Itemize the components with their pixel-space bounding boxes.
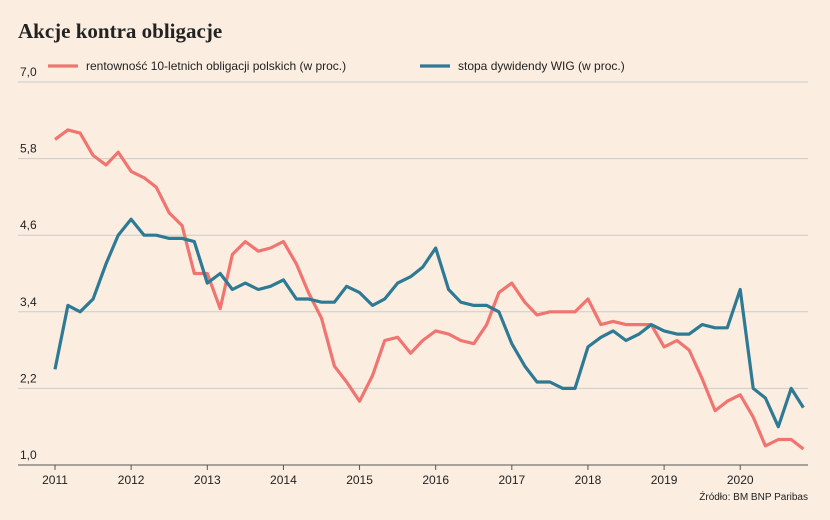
x-tick-label: 2013: [194, 473, 221, 487]
y-tick-label: 7,0: [20, 65, 37, 79]
y-tick-label: 3,4: [20, 295, 37, 309]
x-tick-label: 2018: [575, 473, 602, 487]
y-tick-label: 4,6: [20, 218, 37, 232]
legend-label: rentowność 10-letnich obligacji polskich…: [86, 59, 346, 73]
x-tick-label: 2015: [346, 473, 373, 487]
source: Źródło: BM BNP Paribas: [699, 490, 808, 503]
x-tick-label: 2012: [118, 473, 145, 487]
x-tick-label: 2019: [651, 473, 678, 487]
x-tick-label: 2011: [42, 473, 68, 487]
legend-label: stopa dywidendy WIG (w proc.): [458, 59, 625, 73]
y-tick-label: 2,2: [20, 371, 37, 385]
x-tick-label: 2020: [727, 473, 754, 487]
y-tick-label: 5,8: [20, 142, 37, 156]
chart-title: Akcje kontra obligacje: [18, 19, 222, 43]
y-tick-label: 1,0: [20, 448, 37, 462]
series-line: [53, 217, 805, 429]
x-tick-label: 2014: [270, 473, 297, 487]
x-tick-label: 2017: [498, 473, 525, 487]
series-line: [54, 128, 805, 451]
x-tick-label: 2016: [422, 473, 449, 487]
